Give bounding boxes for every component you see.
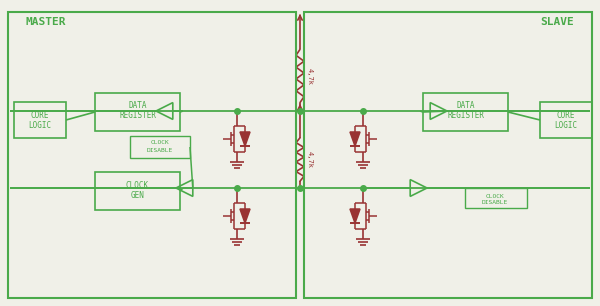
Text: DISABLE: DISABLE bbox=[147, 148, 173, 154]
Bar bbox=[95, 93, 180, 131]
Text: CORE: CORE bbox=[557, 110, 575, 120]
Bar bbox=[540, 102, 592, 138]
Text: 4,7k: 4,7k bbox=[307, 68, 313, 84]
Text: REGISTER: REGISTER bbox=[447, 111, 484, 121]
Bar bbox=[465, 188, 527, 208]
Text: DATA: DATA bbox=[456, 102, 475, 110]
Bar bbox=[14, 102, 66, 138]
Text: CLOCK: CLOCK bbox=[151, 140, 169, 145]
Bar bbox=[423, 93, 508, 131]
Text: GEN: GEN bbox=[131, 192, 145, 200]
Text: MASTER: MASTER bbox=[26, 17, 66, 27]
Bar bbox=[304, 12, 592, 298]
Text: LOGIC: LOGIC bbox=[28, 121, 52, 129]
Text: 4,7k: 4,7k bbox=[307, 151, 313, 168]
Polygon shape bbox=[350, 209, 360, 223]
Bar bbox=[8, 12, 296, 298]
Bar bbox=[130, 136, 190, 158]
Text: DATA: DATA bbox=[128, 102, 147, 110]
Text: CLOCK: CLOCK bbox=[485, 193, 505, 199]
Text: CLOCK: CLOCK bbox=[126, 181, 149, 191]
Polygon shape bbox=[350, 132, 360, 146]
Polygon shape bbox=[240, 209, 250, 223]
Text: REGISTER: REGISTER bbox=[119, 111, 156, 121]
Text: CORE: CORE bbox=[31, 110, 49, 120]
Polygon shape bbox=[240, 132, 250, 146]
Text: SLAVE: SLAVE bbox=[540, 17, 574, 27]
Text: LOGIC: LOGIC bbox=[554, 121, 578, 129]
Bar bbox=[95, 172, 180, 210]
Text: DISABLE: DISABLE bbox=[482, 200, 508, 206]
